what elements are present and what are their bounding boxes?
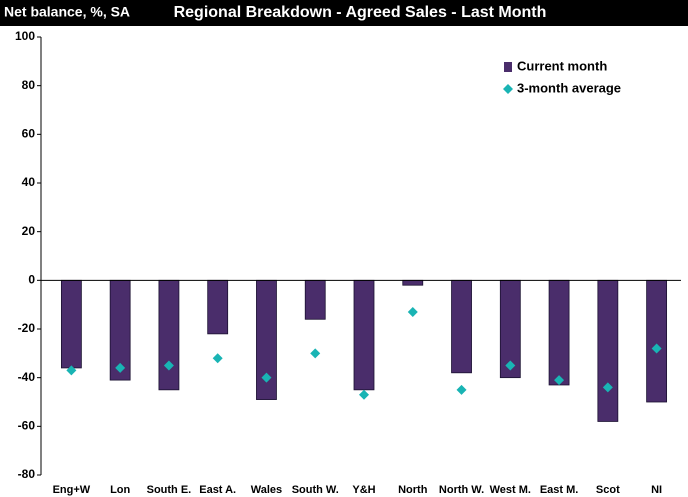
y-tick-label: -20 xyxy=(18,321,36,335)
marker xyxy=(554,375,565,386)
bar xyxy=(207,279,229,335)
x-tick-label: East M. xyxy=(540,484,579,496)
x-tick-label: Eng+W xyxy=(53,484,91,496)
y-tick-label: 80 xyxy=(22,78,36,92)
y-tick-label: 0 xyxy=(28,273,35,287)
x-tick-label: South E. xyxy=(147,484,192,496)
bar xyxy=(646,279,668,403)
x-tick-label: Scot xyxy=(596,484,620,496)
marker xyxy=(115,362,126,373)
header-label: Net balance, %, SA xyxy=(4,4,130,20)
legend-label: Current month xyxy=(517,58,607,73)
y-tick-label: -40 xyxy=(18,370,36,384)
x-tick-label: NI xyxy=(651,484,662,496)
bar xyxy=(158,279,180,391)
y-tick-label: 60 xyxy=(22,127,36,141)
x-tick-label: West M. xyxy=(490,484,531,496)
marker xyxy=(407,306,418,317)
marker xyxy=(66,365,77,376)
marker xyxy=(163,360,174,371)
bar xyxy=(353,279,375,391)
y-tick-label: -80 xyxy=(18,467,36,481)
marker xyxy=(212,353,223,364)
x-tick-label: Wales xyxy=(251,484,282,496)
legend-swatch xyxy=(504,62,512,72)
header-band xyxy=(0,0,688,26)
y-tick-label: 40 xyxy=(22,175,36,189)
x-tick-label: East A. xyxy=(199,484,236,496)
marker xyxy=(261,372,272,383)
marker xyxy=(456,384,467,395)
bar xyxy=(597,279,619,422)
y-tick-label: 20 xyxy=(22,224,36,238)
x-tick-label: Y&H xyxy=(352,484,375,496)
marker xyxy=(602,382,613,393)
marker xyxy=(359,389,369,400)
marker xyxy=(651,343,662,354)
x-tick-label: North W. xyxy=(439,484,484,496)
y-tick-label: -60 xyxy=(18,419,36,433)
legend-swatch xyxy=(503,84,513,94)
bar xyxy=(304,279,326,320)
x-tick-label: North xyxy=(398,484,428,496)
x-tick-label: Lon xyxy=(110,484,130,496)
bar xyxy=(60,279,82,369)
bar xyxy=(451,279,472,374)
marker xyxy=(310,348,321,359)
chart-title: Regional Breakdown - Agreed Sales - Last… xyxy=(174,4,547,21)
bar xyxy=(548,279,570,386)
x-tick-label: South W. xyxy=(292,484,339,496)
legend-label: 3-month average xyxy=(517,80,621,95)
y-tick-label: 100 xyxy=(15,29,35,43)
bar xyxy=(402,279,424,286)
marker xyxy=(505,360,516,371)
